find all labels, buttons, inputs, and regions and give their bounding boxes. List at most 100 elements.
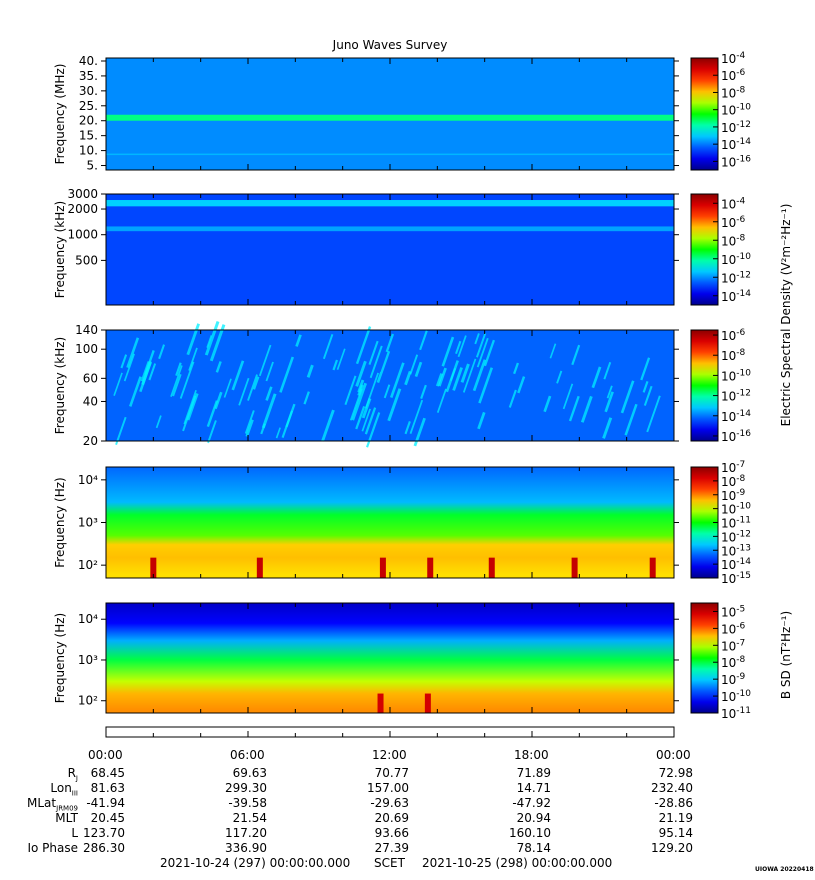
colorbar-tick-label: 10-7 xyxy=(721,638,745,653)
whistler-arc xyxy=(175,362,182,376)
ephemeris-value: 20.69 xyxy=(374,811,409,825)
ephemeris-value: 95.14 xyxy=(658,826,693,840)
burst-event xyxy=(488,557,495,578)
footer-scet-label: SCET xyxy=(374,856,405,870)
y-tick-label: 100 xyxy=(75,342,98,356)
burst-event xyxy=(377,693,384,713)
y-tick-label: 15. xyxy=(79,129,98,143)
credit-label: UIOWA 20220418 xyxy=(755,866,814,873)
whistler-arc xyxy=(186,393,199,421)
whistler-arc xyxy=(115,416,127,445)
ephemeris-value: 71.89 xyxy=(516,766,551,780)
whistler-arc xyxy=(404,370,412,386)
colorbar-2 xyxy=(690,193,719,306)
whistler-arc xyxy=(385,333,395,353)
ephemeris-row: L 123.70 117.20 93.66 160.10 95.14 xyxy=(0,826,815,840)
ephemeris-value: 72.98 xyxy=(658,766,693,780)
whistler-arc xyxy=(643,385,653,406)
colorbar-tick-label: 10-10 xyxy=(721,252,751,267)
whistler-arc xyxy=(513,362,520,375)
colorbar-tick-label: 10-15 xyxy=(721,571,751,586)
whistler-arc xyxy=(441,336,455,367)
whistler-arc xyxy=(303,391,310,405)
whistler-arc xyxy=(591,366,602,389)
colorbar-tick-label: 10-11 xyxy=(721,706,751,721)
colorbar-tick-label: 10-6 xyxy=(721,68,746,83)
spectrogram-panel-4: 10² 10³ 10⁴ Frequency (Hz) 10-710-810-910-10… xyxy=(53,460,751,586)
whistler-arc xyxy=(279,356,295,393)
whistler-arc xyxy=(476,337,489,368)
ephemeris-value: 123.70 xyxy=(83,826,125,840)
ephemeris-value: -39.58 xyxy=(228,796,267,810)
colorbar-tick-label: 10-9 xyxy=(721,488,746,503)
y-tick-label: 25. xyxy=(79,99,98,113)
whistler-arc xyxy=(349,388,363,421)
whistler-arc xyxy=(260,423,266,435)
whistler-arc xyxy=(355,326,372,365)
emission-band xyxy=(106,114,674,121)
whistler-arc xyxy=(355,360,367,387)
y-tick-label: 10³ xyxy=(78,516,98,530)
whistler-arc xyxy=(188,347,198,371)
y-tick-label: 10. xyxy=(79,144,98,158)
y-tick-label: 5. xyxy=(87,159,98,173)
colorbar-tick-label: 10-10 xyxy=(721,689,751,704)
whistler-arc xyxy=(172,373,182,397)
y-axis-label: Frequency (Hz) xyxy=(53,477,67,568)
whistler-arc xyxy=(245,419,254,437)
burst-event xyxy=(150,557,157,578)
ephemeris-value: -41.94 xyxy=(86,796,125,810)
time-tick-label: 12:00 xyxy=(372,748,407,762)
y-tick-label: 500 xyxy=(75,253,98,267)
colorbar-1 xyxy=(690,57,719,171)
panel-4-spectrum xyxy=(106,467,674,578)
whistler-arc xyxy=(215,361,222,373)
y-axis-label: Frequency (kHz) xyxy=(53,337,67,434)
ephemeris-value: 14.71 xyxy=(516,781,551,795)
whistler-arc xyxy=(365,372,379,409)
whistler-arc xyxy=(640,357,651,381)
footer-end-time: 2021-10-25 (298) 00:00:00.000 xyxy=(422,856,613,870)
ephemeris-value: -28.86 xyxy=(654,796,693,810)
whistler-arc xyxy=(435,373,444,387)
whistler-arc xyxy=(265,361,274,382)
y-tick-label: 20 xyxy=(83,434,98,448)
whistler-arc xyxy=(148,363,157,381)
y-tick-label: 10² xyxy=(78,694,98,708)
whistler-arc xyxy=(580,395,593,423)
whistler-arc xyxy=(449,367,457,382)
whistler-arc xyxy=(483,339,495,367)
y-tick-label: 10⁴ xyxy=(78,612,98,626)
colorbar-3 xyxy=(690,329,719,442)
colorbar-tick-label: 10-14 xyxy=(721,409,751,424)
whistler-arc xyxy=(571,344,581,366)
colorbar-tick-label: 10-9 xyxy=(721,672,746,687)
y-tick-label: 35. xyxy=(79,69,98,83)
whistler-arc xyxy=(258,344,272,377)
ephemeris-name: MLT xyxy=(55,811,78,825)
ephemeris-value: -47.92 xyxy=(512,796,551,810)
ephemeris-name: LonIII xyxy=(50,781,78,798)
colorbar-tick-label: 10-12 xyxy=(721,120,751,135)
whistler-arc xyxy=(144,350,155,375)
ephemeris-value: 21.54 xyxy=(232,811,267,825)
ephemeris-row: Io Phase 286.30 336.90 27.39 78.14 129.20 xyxy=(0,841,815,855)
whistler-arc xyxy=(543,395,552,413)
ephemeris-value: 117.20 xyxy=(225,826,267,840)
colorbar-tick-label: 10-6 xyxy=(721,215,746,230)
whistler-arc xyxy=(344,375,357,406)
whistler-arc xyxy=(474,333,480,345)
y-tick-label: 1000 xyxy=(67,228,98,242)
spectrogram-panel-3: 20 40 60 100 140 Frequency (kHz) 10-6 10-8 10-10… xyxy=(53,321,751,448)
y-tick-label: 30. xyxy=(79,84,98,98)
whistler-arc xyxy=(252,376,260,390)
whistler-arc xyxy=(158,344,166,360)
whistler-arc xyxy=(603,361,612,380)
colorbar-tick-label: 10-6 xyxy=(721,328,746,343)
whistler-arc xyxy=(247,374,258,401)
whistler-arc xyxy=(604,391,614,413)
emission-band xyxy=(106,200,674,207)
whistler-arc xyxy=(452,367,463,391)
